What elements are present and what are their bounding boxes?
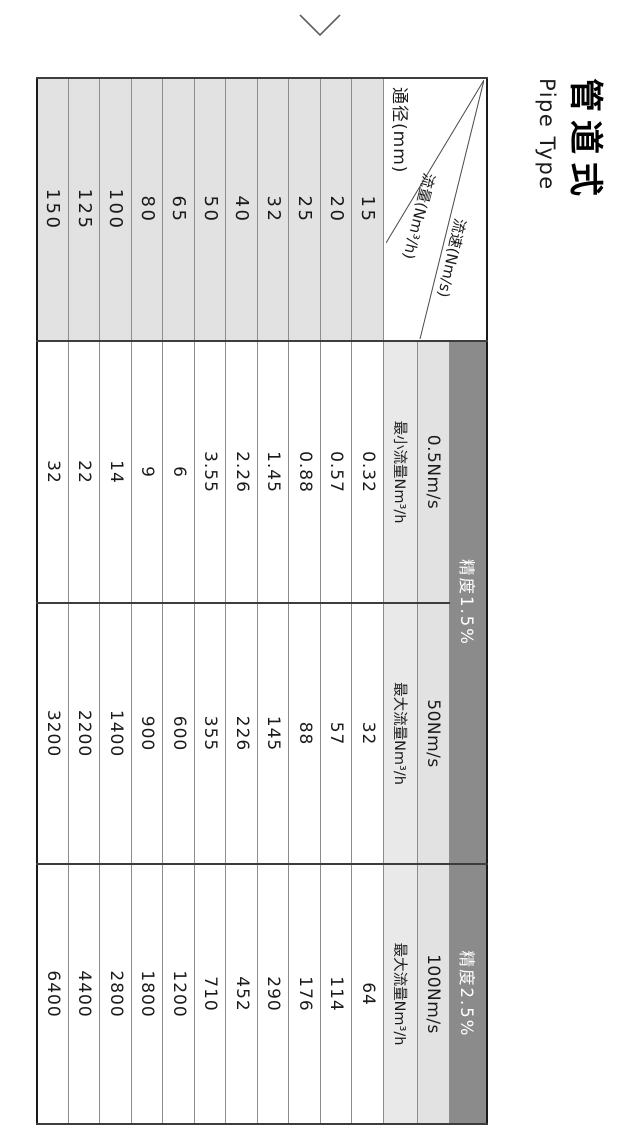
value-cell: 3200 [37, 603, 69, 865]
diameter-cell: 80 [131, 78, 163, 341]
section-title: 管道式 Pipe Type [535, 78, 606, 204]
value-cell: 9 [131, 341, 163, 603]
accuracy-header-1-5: 精度1.5% [449, 341, 487, 865]
value-cell: 355 [194, 603, 226, 865]
diagonal-header-cell: 流速(Nm/s) 流量(Nm³/h) 通径(mm) [383, 78, 487, 341]
value-cell: 2.26 [226, 341, 258, 603]
value-cell: 0.88 [289, 341, 321, 603]
diameter-cell: 100 [100, 78, 132, 341]
value-cell: 2800 [100, 864, 132, 1125]
diagonal-divider-lines [386, 80, 484, 339]
diameter-cell: 125 [68, 78, 100, 341]
value-cell: 452 [226, 864, 258, 1125]
value-cell: 6400 [37, 864, 69, 1125]
value-cell: 176 [289, 864, 321, 1125]
value-cell: 114 [320, 864, 352, 1125]
value-cell: 1800 [131, 864, 163, 1125]
table-row: 20 0.57 57 114 [320, 78, 352, 1125]
diameter-cell: 150 [37, 78, 69, 341]
value-cell: 145 [257, 603, 289, 865]
accuracy-header-2-5: 精度2.5% [449, 864, 487, 1125]
value-cell: 4400 [68, 864, 100, 1125]
page-subtitle: Pipe Type [535, 78, 559, 191]
velocity-header-50: 50Nm/s [417, 603, 450, 865]
value-cell: 0.32 [352, 341, 384, 603]
value-cell: 14 [100, 341, 132, 603]
diameter-cell: 25 [289, 78, 321, 341]
diameter-cell: 32 [257, 78, 289, 341]
value-cell: 710 [194, 864, 226, 1125]
diameter-cell: 65 [163, 78, 195, 341]
table-row: 50 3.55 355 710 [194, 78, 226, 1125]
value-cell: 22 [68, 341, 100, 603]
table-row: 150 32 3200 6400 [37, 78, 69, 1125]
page-title: 管道式 [565, 78, 605, 204]
value-cell: 3.55 [194, 341, 226, 603]
table-row: 65 6 600 1200 [163, 78, 195, 1125]
value-cell: 57 [320, 603, 352, 865]
velocity-header-05: 0.5Nm/s [417, 341, 450, 603]
flow-header-min: 最小流量Nm³/h [383, 341, 418, 603]
value-cell: 600 [163, 603, 195, 865]
velocity-header-100: 100Nm/s [417, 864, 450, 1125]
value-cell: 32 [37, 341, 69, 603]
flow-range-table-wrap: 流速(Nm/s) 流量(Nm³/h) 通径(mm) 精度1.5% 精度2.5% … [36, 77, 488, 1126]
table-row: 15 0.32 32 64 [352, 78, 384, 1125]
value-cell: 6 [163, 341, 195, 603]
value-cell: 64 [352, 864, 384, 1125]
value-cell: 290 [257, 864, 289, 1125]
corner-diameter-label: 通径(mm) [389, 87, 409, 174]
table-row: 80 9 900 1800 [131, 78, 163, 1125]
value-cell: 1400 [100, 603, 132, 865]
table-row: 40 2.26 226 452 [226, 78, 258, 1125]
table-row: 125 22 2200 4400 [68, 78, 100, 1125]
table-row: 100 14 1400 2800 [100, 78, 132, 1125]
value-cell: 2200 [68, 603, 100, 865]
value-cell: 226 [226, 603, 258, 865]
flow-header-max100: 最大流量Nm³/h [383, 864, 418, 1125]
diameter-cell: 20 [320, 78, 352, 341]
diameter-cell: 40 [226, 78, 258, 341]
table-row: 32 1.45 145 290 [257, 78, 289, 1125]
pipe-type-flow-range-table: 流速(Nm/s) 流量(Nm³/h) 通径(mm) 精度1.5% 精度2.5% … [36, 77, 488, 1126]
value-cell: 1.45 [257, 341, 289, 603]
diameter-cell: 50 [194, 78, 226, 341]
chevron-down-icon[interactable] [298, 14, 341, 37]
flow-header-max50: 最大流量Nm³/h [383, 603, 418, 865]
value-cell: 0.57 [320, 341, 352, 603]
value-cell: 32 [352, 603, 384, 865]
value-cell: 900 [131, 603, 163, 865]
table-row: 25 0.88 88 176 [289, 78, 321, 1125]
diameter-cell: 15 [352, 78, 384, 341]
value-cell: 1200 [163, 864, 195, 1125]
value-cell: 88 [289, 603, 321, 865]
